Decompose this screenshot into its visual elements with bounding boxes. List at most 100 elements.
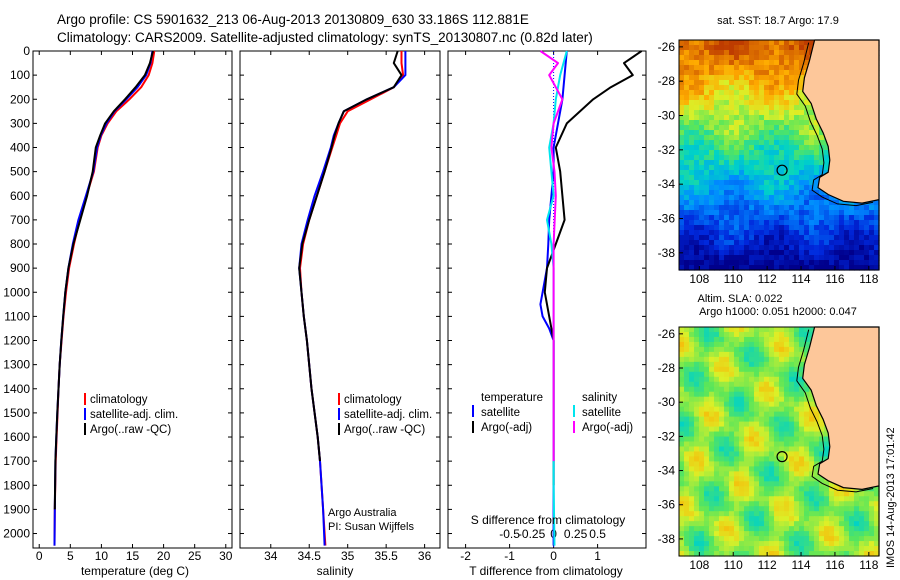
map-cell	[744, 175, 750, 181]
map-cell	[694, 80, 700, 86]
map-cell	[699, 55, 705, 61]
map-cell	[714, 75, 720, 81]
map-x-tick-label: 110	[724, 558, 743, 572]
map-cell	[774, 496, 780, 502]
map-cell	[754, 461, 760, 467]
map-cell	[794, 521, 800, 527]
map-cell	[784, 110, 790, 116]
map-cell	[849, 255, 855, 261]
map-cell	[679, 85, 685, 91]
map-cell	[684, 441, 690, 448]
map-cell	[819, 250, 825, 256]
map-cell	[704, 401, 710, 408]
map-cell	[684, 531, 690, 537]
map-cell	[679, 496, 685, 502]
map-cell	[834, 230, 840, 236]
map-cell	[829, 546, 835, 552]
map-cell	[684, 115, 690, 121]
map-cell	[729, 115, 735, 121]
map-cell	[689, 115, 695, 121]
map-cell	[739, 486, 745, 492]
map-cell	[794, 125, 800, 131]
map-cell	[719, 411, 725, 418]
map-cell	[784, 536, 790, 542]
map-cell	[714, 546, 720, 552]
map-cell	[754, 215, 760, 221]
map-cell	[799, 240, 805, 246]
map-cell	[739, 90, 745, 96]
map-cell	[784, 476, 790, 482]
map-cell	[749, 361, 755, 368]
map-cell	[819, 205, 825, 211]
map-cell	[779, 491, 785, 497]
map-cell	[744, 361, 750, 368]
map-cell	[809, 110, 815, 116]
map-cell	[709, 346, 715, 353]
map-cell	[794, 531, 800, 537]
y-tick-label: 600	[10, 189, 30, 203]
map-cell	[729, 351, 735, 358]
map-cell	[774, 160, 780, 166]
map-cell	[734, 70, 740, 76]
legend-title-temperature: temperature	[481, 392, 543, 404]
map-cell	[784, 341, 790, 348]
map-cell	[679, 90, 685, 96]
map-cell	[699, 371, 705, 378]
map-cell	[689, 391, 695, 398]
map-cell	[709, 506, 715, 512]
map-cell	[809, 240, 815, 246]
map-cell	[844, 205, 850, 211]
y-tick-label: 1700	[3, 454, 30, 468]
map-cell	[809, 496, 815, 502]
map-cell	[804, 140, 810, 146]
map-cell	[724, 145, 730, 151]
map-cell	[774, 145, 780, 151]
map-cell	[719, 175, 725, 181]
map-cell	[789, 95, 795, 101]
map-cell	[829, 195, 835, 201]
map-cell	[819, 456, 825, 463]
map-cell	[679, 145, 685, 151]
map-cell	[759, 115, 765, 121]
map-cell	[844, 210, 850, 216]
map-cell	[709, 60, 715, 66]
map-cell	[729, 411, 735, 418]
map-cell	[799, 235, 805, 241]
map-cell	[869, 526, 875, 532]
map-cell	[754, 346, 760, 353]
map-cell	[694, 531, 700, 537]
map-cell	[739, 260, 745, 266]
map-cell	[749, 165, 755, 171]
map-cell	[739, 40, 745, 46]
map-cell	[814, 135, 820, 141]
map-cell	[739, 195, 745, 201]
map-cell	[874, 225, 880, 231]
map-cell	[679, 80, 685, 86]
map-cell	[714, 240, 720, 246]
map-cell	[784, 160, 790, 166]
map-cell	[694, 240, 700, 246]
map-cell	[749, 195, 755, 201]
map-cell	[769, 80, 775, 86]
map-cell	[684, 40, 690, 46]
map-cell	[684, 366, 690, 373]
map-cell	[744, 105, 750, 111]
map-cell	[869, 230, 875, 236]
map-cell	[734, 175, 740, 181]
map-cell	[749, 150, 755, 156]
map-cell	[734, 327, 740, 333]
map-cell	[709, 225, 715, 231]
map-cell	[794, 195, 800, 201]
map-cell	[854, 516, 860, 522]
map-y-tick-label: -30	[658, 395, 676, 409]
map-cell	[734, 376, 740, 383]
map-cell	[864, 501, 870, 507]
map-cell	[744, 95, 750, 101]
map-cell	[739, 436, 745, 443]
map-cell	[749, 486, 755, 492]
map-cell	[779, 195, 785, 201]
map-cell	[709, 481, 715, 487]
map-cell	[794, 80, 800, 86]
map-cell	[834, 536, 840, 542]
map-cell	[709, 461, 715, 467]
